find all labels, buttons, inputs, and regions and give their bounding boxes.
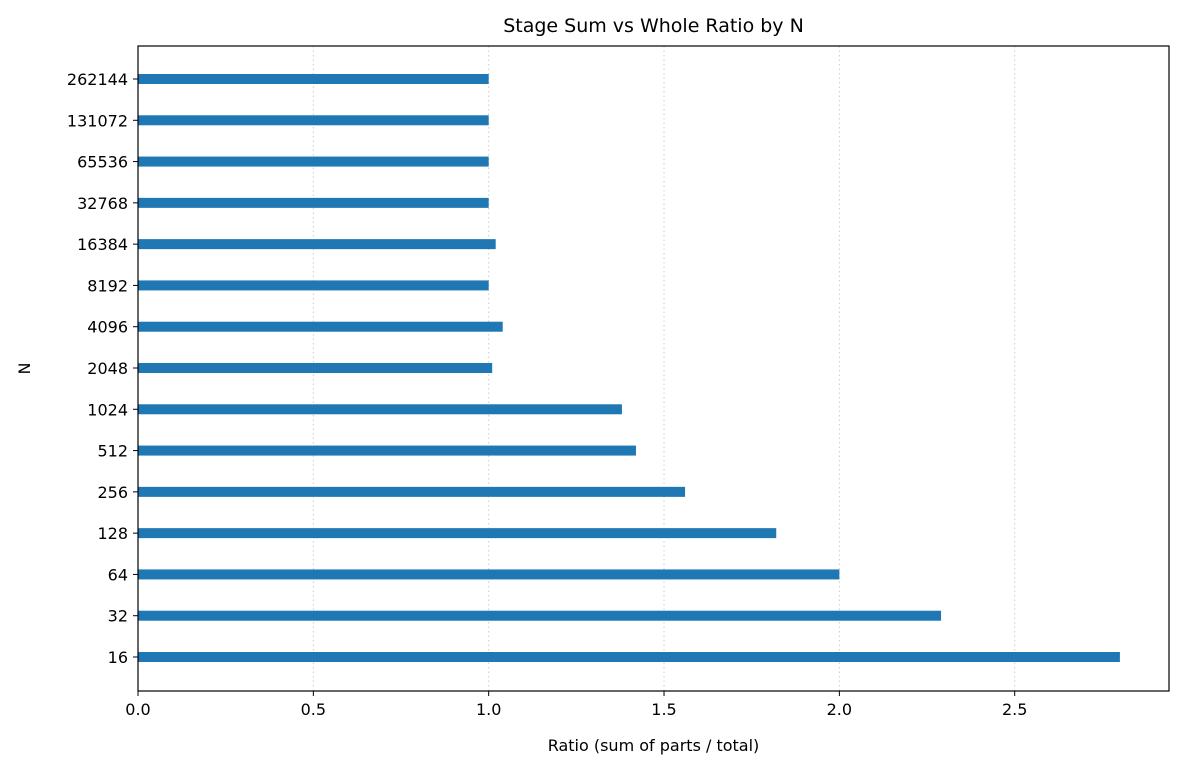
bar-16384	[138, 239, 496, 250]
y-tick-label: 16384	[77, 235, 128, 254]
bar-8192	[138, 280, 489, 291]
bar-32	[138, 610, 942, 621]
bar-256	[138, 486, 686, 497]
bar-64	[138, 569, 840, 580]
y-axis-ticks: 16 32 64 128 256 512 1024 2048 4096 8192 16384 3276…	[67, 70, 138, 667]
bar-128	[138, 528, 777, 539]
bar-4096	[138, 321, 503, 332]
y-tick-label: 2048	[87, 359, 128, 378]
y-tick-label: 262144	[67, 70, 128, 89]
y-tick-label: 8192	[87, 276, 128, 295]
y-tick-label: 4096	[87, 318, 128, 337]
x-axis-ticks: 0.0 0.5 1.0 1.5 2.0 2.5	[125, 691, 1027, 719]
x-tick-label: 1.5	[651, 700, 676, 719]
bar-16	[138, 652, 1120, 662]
bar-2048	[138, 363, 493, 373]
bar-512	[138, 445, 636, 456]
y-tick-label: 65536	[77, 153, 128, 172]
y-tick-label: 32768	[77, 194, 128, 213]
x-tick-label: 2.5	[1002, 700, 1027, 719]
bar-131072	[138, 115, 489, 126]
y-axis-label: N	[15, 363, 34, 375]
bar-65536	[138, 156, 489, 167]
y-tick-label: 32	[108, 607, 128, 626]
y-tick-label: 512	[97, 442, 128, 461]
bar-32768	[138, 197, 489, 208]
y-tick-label: 131072	[67, 111, 128, 130]
bar-262144	[138, 74, 489, 84]
y-tick-label: 16	[108, 648, 128, 667]
y-tick-label: 128	[97, 524, 128, 543]
x-tick-label: 0.0	[125, 700, 150, 719]
x-tick-label: 1.0	[476, 700, 501, 719]
bars	[138, 74, 1120, 662]
y-tick-label: 256	[97, 483, 128, 502]
chart-title: Stage Sum vs Whole Ratio by N	[503, 15, 804, 37]
y-tick-label: 64	[108, 565, 128, 584]
y-tick-label: 1024	[87, 400, 128, 419]
x-tick-label: 2.0	[827, 700, 852, 719]
bar-1024	[138, 404, 622, 415]
x-tick-label: 0.5	[301, 700, 326, 719]
x-axis-label: Ratio (sum of parts / total)	[548, 736, 760, 755]
